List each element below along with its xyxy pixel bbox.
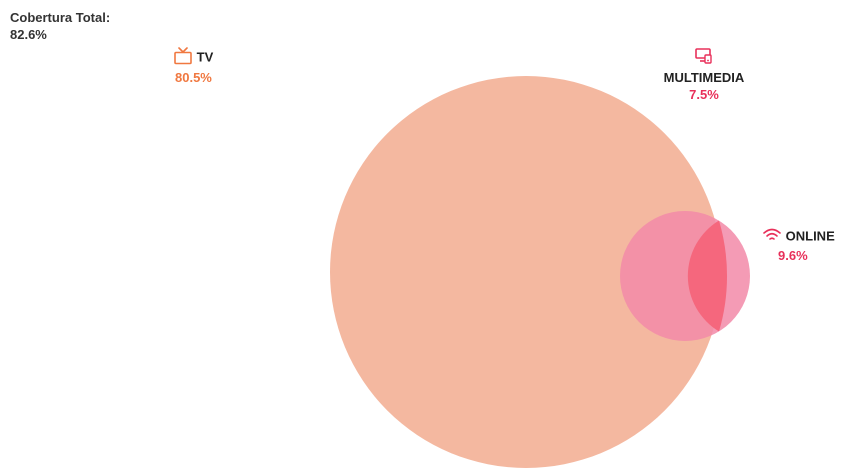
online-value: 9.6%	[778, 248, 808, 263]
multimedia-value: 7.5%	[689, 87, 719, 102]
tv-icon	[173, 47, 193, 69]
online-label: ONLINE 9.6%	[762, 227, 835, 264]
total-coverage-value: 82.6%	[10, 27, 47, 42]
total-coverage-label: Cobertura Total:	[10, 10, 111, 25]
tv-label: TV 80.5%	[173, 47, 213, 86]
tv-circle	[330, 76, 722, 468]
multimedia-label: MULTIMEDIA 7.5%	[662, 47, 746, 103]
wifi-icon	[762, 227, 782, 247]
total-coverage: Cobertura Total: 82.6%	[10, 9, 110, 43]
multimedia-name: MULTIMEDIA	[663, 70, 745, 85]
online-circle	[620, 211, 750, 341]
online-name: ONLINE	[785, 228, 835, 244]
tv-name: TV	[196, 49, 214, 65]
tv-online-overlap	[687, 220, 728, 332]
tv-value: 80.5%	[175, 70, 212, 85]
multimedia-icon	[694, 47, 714, 69]
